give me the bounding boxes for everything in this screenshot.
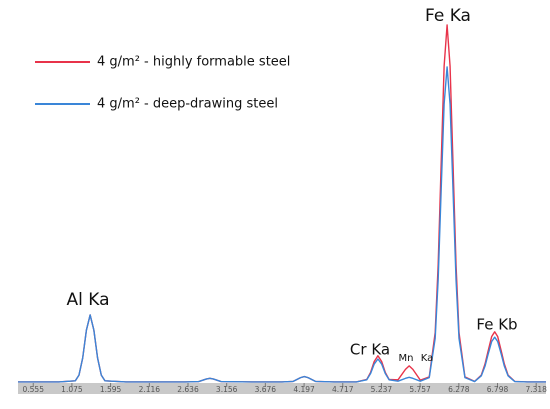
x-tick-label: 4.197 — [293, 385, 315, 394]
x-axis-band — [18, 383, 546, 394]
series-line — [18, 66, 546, 383]
x-tick-label: 7.318 — [525, 385, 547, 394]
x-tick-label: 2.636 — [177, 385, 199, 394]
peak-label: Cr Ka — [350, 341, 390, 359]
legend-label: 4 g/m² - deep-drawing steel — [97, 97, 278, 112]
legend-label: 4 g/m² - highly formable steel — [97, 55, 290, 70]
peak-label: Fe Ka — [425, 6, 471, 26]
x-tick-label: 4.717 — [332, 385, 354, 394]
peak-label: Ka — [421, 353, 434, 364]
peak-label: Mn — [399, 353, 414, 364]
peak-label: Fe Kb — [476, 316, 517, 334]
x-tick-label: 6.278 — [448, 385, 470, 394]
x-tick-label: 0.555 — [23, 385, 45, 394]
x-tick-label: 3.156 — [216, 385, 238, 394]
x-tick-label: 5.757 — [409, 385, 431, 394]
x-tick-label: 2.116 — [139, 385, 161, 394]
x-tick-label: 6.798 — [487, 385, 509, 394]
x-tick-label: 1.595 — [100, 385, 122, 394]
x-tick-label: 5.237 — [371, 385, 393, 394]
series-line — [18, 24, 546, 383]
x-tick-label: 3.676 — [255, 385, 277, 394]
x-tick-label: 1.075 — [61, 385, 83, 394]
peak-label: Al Ka — [66, 290, 109, 310]
